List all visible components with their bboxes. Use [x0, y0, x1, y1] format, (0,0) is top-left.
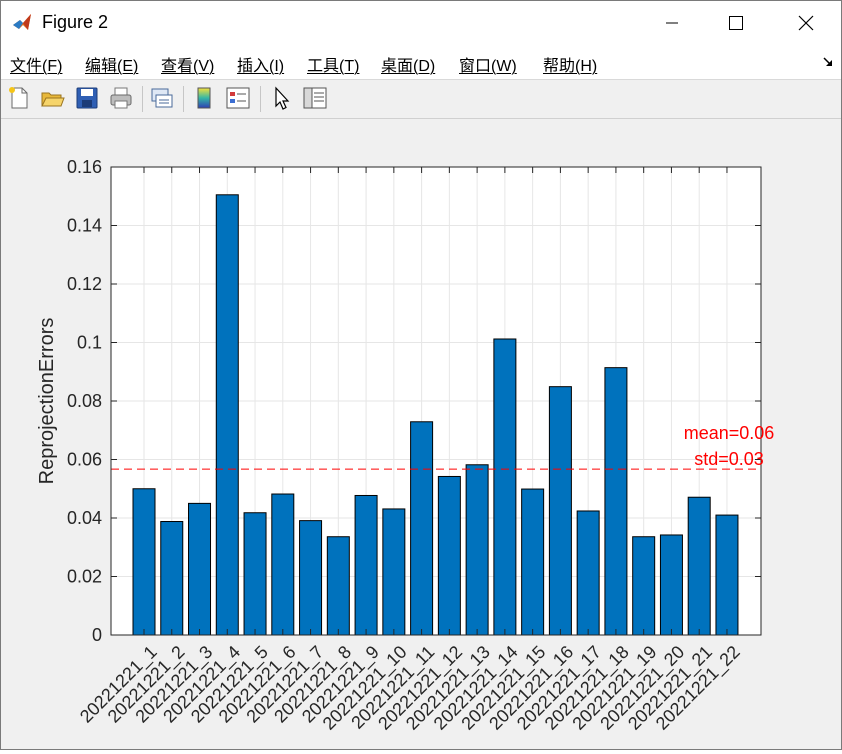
menu-desktop[interactable]: 桌面(D): [381, 58, 436, 75]
mean-annotation: mean=0.06: [684, 423, 775, 443]
bar-7: [299, 520, 323, 636]
minimize-icon: [666, 22, 678, 24]
bar-15: [521, 488, 545, 636]
toolbar-separator: [260, 86, 261, 112]
bar-16: [548, 386, 572, 636]
maximize-icon: [729, 16, 743, 30]
bar-10: [382, 508, 406, 636]
bar-19: [632, 536, 656, 636]
y-tick-label: 0.12: [67, 274, 102, 294]
toolbar: [1, 80, 841, 119]
link-icon[interactable]: [149, 85, 175, 111]
maximize-button[interactable]: [705, 1, 767, 45]
bar-9: [354, 494, 378, 636]
bar-8: [326, 536, 350, 636]
save-icon[interactable]: [74, 85, 100, 111]
y-tick-label: 0.16: [67, 157, 102, 177]
bar-4: [215, 194, 239, 636]
y-tick-label: 0.08: [67, 391, 102, 411]
close-icon: [798, 15, 814, 31]
window-title: Figure 2: [42, 12, 109, 32]
y-tick-label: 0.02: [67, 567, 102, 587]
menu-file[interactable]: 文件(F): [10, 58, 63, 75]
menu-tools[interactable]: 工具(T): [307, 58, 360, 75]
y-tick-labels: 0 0.02 0.04 0.06 0.08 0.1 0.12 0.14 0.16: [67, 157, 102, 645]
std-annotation: std=0.03: [694, 449, 764, 469]
bar-3: [188, 502, 212, 636]
menu-bar: 文件(F) 编辑(E) 查看(V) 插入(I) 工具(T) 桌面(D) 窗口(W…: [1, 45, 841, 80]
y-tick-label: 0.06: [67, 450, 102, 470]
bar-5: [243, 512, 267, 636]
bar-2: [160, 521, 184, 636]
bar-21: [687, 496, 711, 636]
toolbar-separator: [183, 86, 184, 112]
dock-arrow-icon[interactable]: [821, 55, 835, 69]
bar-17: [576, 510, 600, 636]
minimize-button[interactable]: [641, 1, 703, 45]
colorbar-icon[interactable]: [191, 85, 217, 111]
y-tick-label: 0.04: [67, 508, 102, 528]
bar-1: [132, 488, 156, 636]
title-bar[interactable]: Figure 2: [1, 1, 841, 45]
print-icon[interactable]: [108, 85, 134, 111]
x-tick-labels: 20221221_120221221_220221221_320221221_4…: [76, 642, 745, 735]
menu-view[interactable]: 查看(V): [161, 58, 215, 75]
menu-insert[interactable]: 插入(I): [237, 58, 285, 75]
bar-14: [493, 338, 517, 636]
bar-20: [659, 534, 683, 636]
y-tick-label: 0.14: [67, 216, 102, 236]
ticks: [111, 166, 761, 636]
bar-12: [437, 475, 461, 636]
figure-canvas[interactable]: 0 0.02 0.04 0.06 0.08 0.1 0.12 0.14 0.16 2022122…: [1, 119, 841, 749]
bar-6: [271, 493, 295, 636]
close-button[interactable]: [775, 1, 837, 45]
menu-window[interactable]: 窗口(W): [459, 58, 517, 75]
pointer-icon[interactable]: [269, 85, 295, 111]
y-tick-label: 0.1: [77, 333, 102, 353]
menu-edit[interactable]: 编辑(E): [85, 58, 139, 75]
open-file-icon[interactable]: [39, 85, 65, 111]
y-axis-label: ReprojectionErrors: [36, 318, 58, 485]
matlab-logo-icon: [13, 14, 31, 30]
bar-11: [410, 421, 434, 636]
property-inspector-icon[interactable]: [302, 85, 328, 111]
bars: [132, 194, 739, 636]
legend-icon[interactable]: [225, 85, 251, 111]
bar-22: [715, 514, 739, 636]
bar-chart: 0 0.02 0.04 0.06 0.08 0.1 0.12 0.14 0.16 2022122…: [36, 157, 775, 735]
new-figure-icon[interactable]: [6, 85, 32, 111]
y-tick-label: 0: [92, 625, 102, 645]
bar-13: [465, 464, 489, 636]
menu-help[interactable]: 帮助(H): [543, 58, 598, 75]
bar-18: [604, 367, 628, 636]
toolbar-separator: [142, 86, 143, 112]
